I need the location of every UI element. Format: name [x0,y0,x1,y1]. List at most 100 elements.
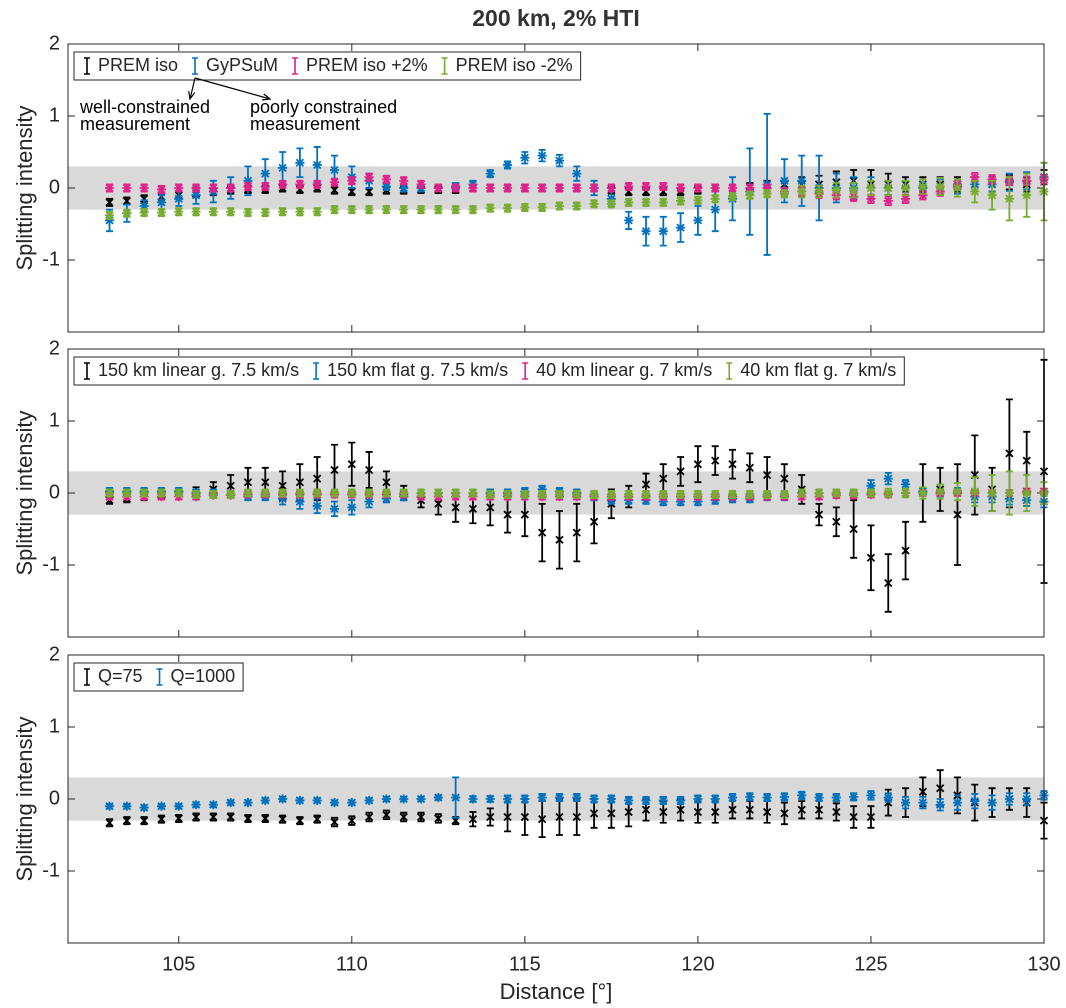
marker [330,465,339,475]
marker [779,489,789,499]
marker [502,203,513,213]
marker [693,183,703,193]
marker [520,202,530,212]
marker [762,183,772,193]
marker [554,156,565,166]
marker [901,798,911,808]
marker [693,807,703,817]
marker [347,187,356,196]
legend-label: PREM iso -2% [456,55,573,75]
marker [866,812,876,822]
marker [520,183,530,193]
marker [381,794,391,804]
marker [295,158,305,168]
marker [866,488,876,498]
marker [347,460,356,469]
marker [554,201,565,211]
marker [952,798,963,808]
marker [555,812,564,822]
marker [762,470,772,480]
marker [693,794,703,804]
marker [347,798,357,808]
marker [329,504,340,514]
marker [399,488,409,498]
marker [329,165,340,175]
annotation: measurement [250,114,360,134]
marker [745,463,754,472]
marker [399,794,409,804]
marker [139,488,149,498]
marker [416,205,426,215]
series [104,161,1049,222]
marker [156,801,166,811]
marker [849,488,859,498]
legend-label: GyPSuM [206,55,278,75]
marker [693,215,703,225]
marker [278,207,288,217]
marker [658,197,668,207]
marker [952,183,963,193]
marker [537,489,547,499]
x-tick-label: 125 [854,953,887,975]
marker [866,194,876,204]
marker [191,489,201,499]
marker [745,805,754,814]
x-tick-label: 130 [1027,953,1060,975]
series [104,776,1049,819]
marker [208,207,218,217]
marker [434,499,443,508]
marker [416,488,426,498]
marker [849,792,859,802]
marker [347,205,357,215]
marker [191,207,201,217]
marker [381,174,391,184]
marker [727,183,738,193]
marker [382,478,391,487]
legend-label: PREM iso [98,55,178,75]
marker [918,182,928,192]
marker [486,812,495,822]
marker [312,501,322,511]
marker [987,174,997,184]
marker [884,578,893,588]
marker [156,197,166,207]
marker [295,488,305,498]
marker [433,488,443,498]
marker [572,183,582,193]
marker [503,510,512,519]
marker [485,169,495,179]
marker [312,207,322,217]
marker [676,467,685,476]
marker [814,510,824,519]
marker [676,196,686,206]
marker [814,805,824,814]
marker [658,497,668,507]
marker [918,488,928,498]
chart-title: 200 km, 2% HTI [472,5,639,31]
marker [122,816,131,825]
marker [901,194,911,204]
marker [416,794,426,804]
marker [572,812,581,822]
y-tick-label: 0 [49,787,60,809]
marker [485,794,495,804]
marker [676,805,685,814]
marker [174,814,183,823]
marker [243,176,253,186]
marker [935,800,945,810]
marker [330,817,339,827]
legend-icon [726,362,733,380]
annotation-arrow [189,77,196,100]
marker [295,795,305,805]
marker [970,172,980,182]
marker [554,489,565,499]
marker [624,795,634,805]
marker [485,203,495,213]
marker [502,160,513,170]
marker [901,488,911,498]
marker [208,800,218,810]
marker [347,176,357,186]
marker [520,489,530,499]
marker [468,205,478,215]
